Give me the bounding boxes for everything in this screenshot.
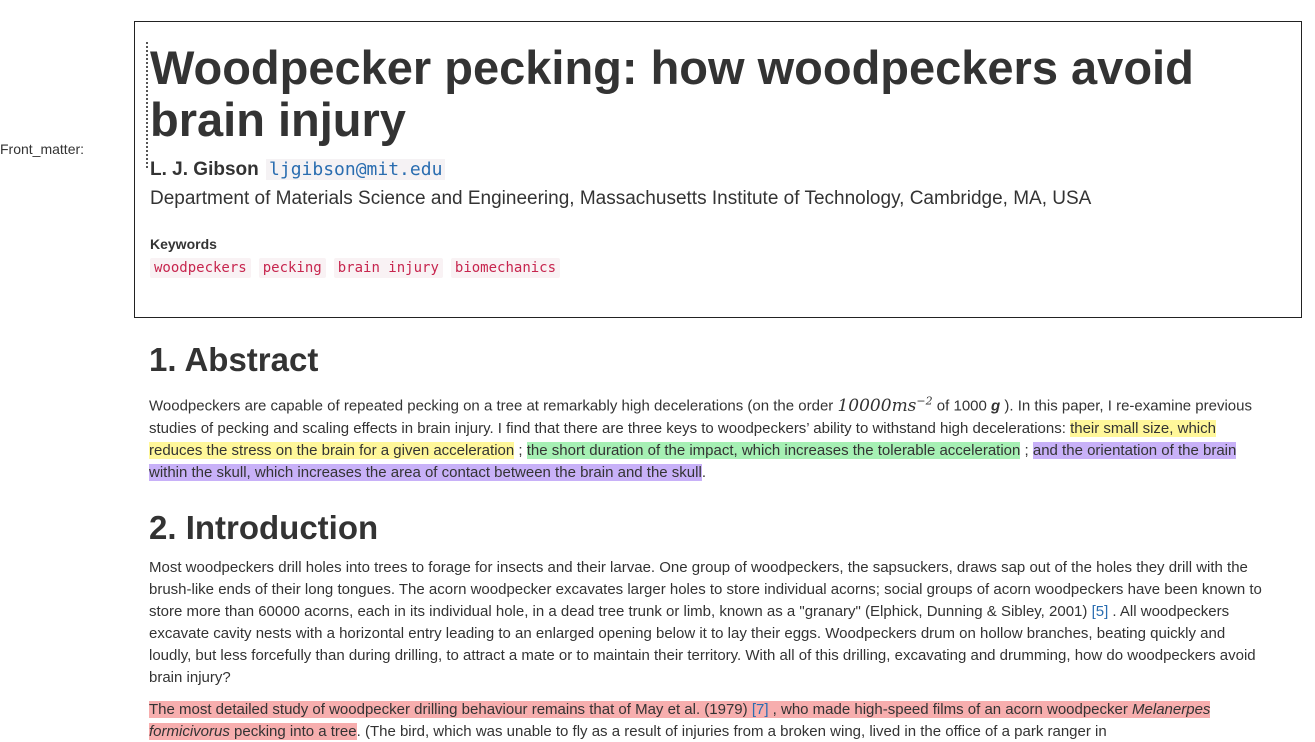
intro-p1-text: Most woodpeckers drill holes into trees … xyxy=(149,559,1262,620)
introduction-paragraph-2: The most detailed study of woodpecker dr… xyxy=(149,699,1269,742)
citation-link[interactable]: [7] xyxy=(751,701,769,718)
math-value: 10000ms xyxy=(837,395,917,416)
author-email-link[interactable]: ljgibson@mit.edu xyxy=(266,159,446,180)
keyword-tag: pecking xyxy=(258,258,326,278)
citation-link[interactable]: [5] xyxy=(1091,603,1109,620)
g-symbol: g xyxy=(991,397,1001,415)
intro-p2-rest: . (The bird, which was unable to fly as … xyxy=(356,723,1107,740)
paper-title: Woodpecker pecking: how woodpeckers avoi… xyxy=(150,41,1194,146)
abstract-paragraph: Woodpeckers are capable of repeated peck… xyxy=(149,390,1269,484)
separator: ; xyxy=(514,441,527,459)
keyword-tag: woodpeckers xyxy=(150,258,251,278)
abstract-after-g: ). In this paper, I re-examine previous … xyxy=(149,397,1252,437)
highlight-red[interactable]: The most detailed study of woodpecker dr… xyxy=(149,701,752,718)
introduction-paragraph-1: Most woodpeckers drill holes into trees … xyxy=(149,557,1269,689)
highlight-red[interactable]: , who made high-speed films of an acorn … xyxy=(768,701,1133,718)
math-exponent: −2 xyxy=(916,394,933,407)
keywords-heading: Keywords xyxy=(150,236,217,252)
highlight-red[interactable]: pecking into a tree xyxy=(229,723,357,740)
introduction-heading: 2. Introduction xyxy=(149,509,379,546)
abstract-intro-text: Woodpeckers are capable of repeated peck… xyxy=(149,397,838,415)
keyword-tag: biomechanics xyxy=(450,258,561,278)
author-name: L. J. Gibson xyxy=(150,159,259,180)
text-cursor xyxy=(146,42,148,168)
front-matter-label: Front_matter: xyxy=(0,141,85,157)
abstract-of-text: of 1000 xyxy=(932,397,992,415)
author-line: L. J. Gibson ljgibson@mit.edu xyxy=(150,159,446,181)
intro-p1-rest: . All woodpeckers excavate cavity nests … xyxy=(149,603,1256,686)
deceleration-math: 10000ms−2 xyxy=(837,394,933,416)
author-affiliation: Department of Materials Science and Engi… xyxy=(150,188,1092,209)
keywords-list: woodpeckers pecking brain injury biomech… xyxy=(150,258,561,278)
keyword-tag: brain injury xyxy=(333,258,443,278)
highlight-green[interactable]: the short duration of the impact, which … xyxy=(526,441,1021,459)
separator: ; xyxy=(1020,441,1033,459)
abstract-end: . xyxy=(701,463,706,481)
abstract-heading: 1. Abstract xyxy=(149,341,319,378)
front-matter-box: Woodpecker pecking: how woodpeckers avoi… xyxy=(134,21,1302,318)
